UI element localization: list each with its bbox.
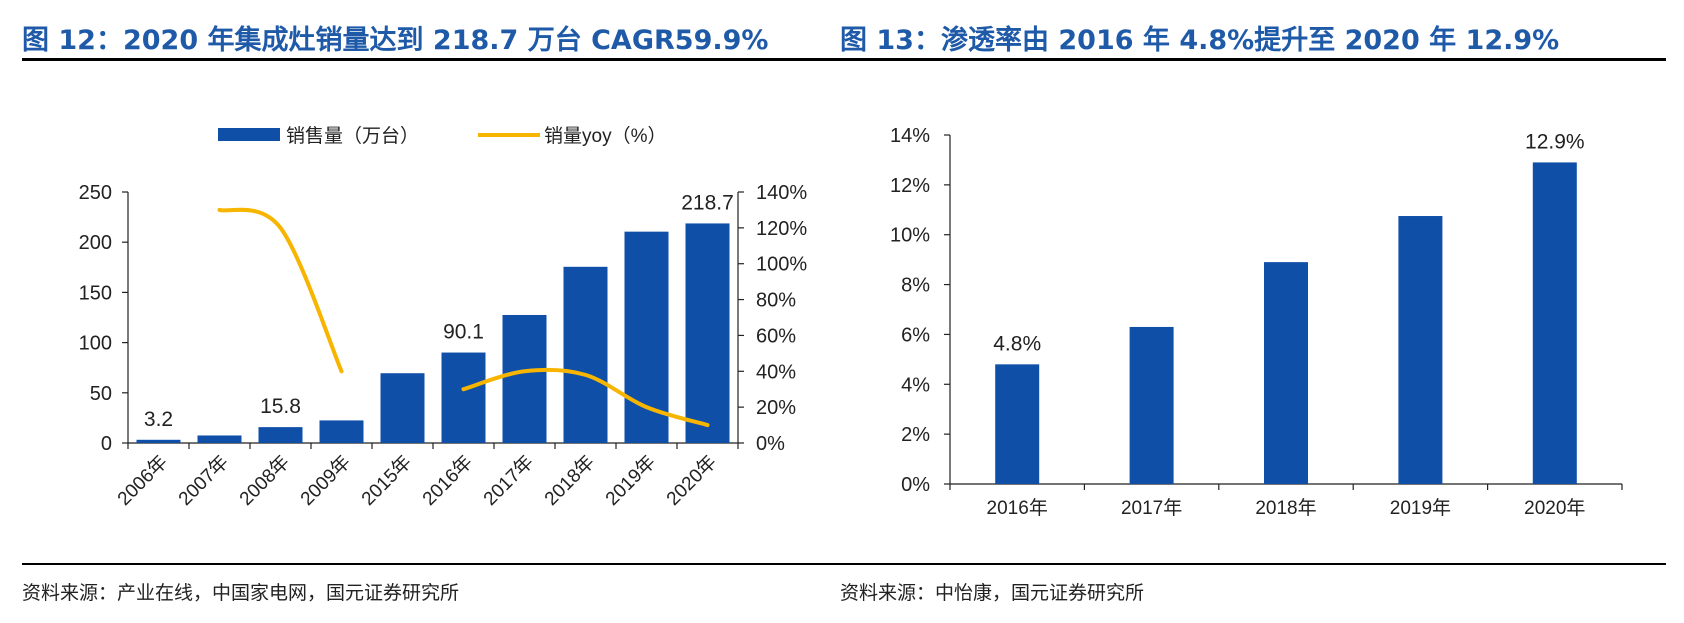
right-bar-data-label: 4.8% bbox=[993, 332, 1041, 355]
legend-bar-label: 销售量（万台） bbox=[286, 125, 419, 147]
right-bar-data-label: 12.9% bbox=[1525, 130, 1585, 153]
left-x-tick-label: 2008年 bbox=[235, 451, 294, 510]
right-y-tick-label: 60% bbox=[756, 325, 796, 347]
right-chart-y-tick-label: 2% bbox=[901, 424, 930, 446]
left-bar-2020年 bbox=[685, 223, 730, 443]
right-chart-x-tick-label: 2020年 bbox=[1524, 497, 1585, 519]
left-bar-data-label: 218.7 bbox=[681, 191, 734, 214]
right-chart-y-tick-label: 4% bbox=[901, 374, 930, 396]
legend-bar-swatch bbox=[218, 128, 280, 141]
left-x-tick-label: 2018年 bbox=[540, 451, 599, 510]
right-bar-2016年 bbox=[995, 364, 1040, 484]
left-y-tick-label: 100 bbox=[79, 333, 112, 355]
left-x-tick-label: 2019年 bbox=[601, 451, 660, 510]
right-y-tick-label: 40% bbox=[756, 361, 796, 383]
figure-12-source: 资料来源：产业在线，中国家电网，国元证券研究所 bbox=[22, 582, 460, 604]
left-bar-2015年 bbox=[380, 373, 425, 443]
left-x-tick-label: 2009年 bbox=[296, 451, 355, 510]
top-divider bbox=[22, 58, 1666, 61]
right-chart-y-tick-label: 0% bbox=[901, 474, 930, 496]
right-bar-2018年 bbox=[1264, 262, 1308, 484]
left-x-tick-label: 2017年 bbox=[479, 451, 538, 510]
bottom-divider bbox=[22, 563, 1666, 565]
right-chart-y-tick-label: 12% bbox=[890, 175, 930, 197]
figure-13-title: 图 13：渗透率由 2016 年 4.8%提升至 2020 年 12.9% bbox=[840, 25, 1560, 56]
figure-13-source: 资料来源：中怡康，国元证券研究所 bbox=[840, 582, 1145, 604]
figure-12-title: 图 12：2020 年集成灶销量达到 218.7 万台 CAGR59.9% bbox=[22, 25, 769, 56]
left-x-tick-label: 2006年 bbox=[113, 451, 172, 510]
left-bar-2009年 bbox=[319, 420, 364, 443]
left-x-tick-label: 2016年 bbox=[418, 451, 477, 510]
left-bar-2018年 bbox=[563, 266, 608, 443]
right-chart-x-tick-label: 2018年 bbox=[1255, 497, 1316, 519]
left-y-tick-label: 200 bbox=[79, 232, 112, 254]
right-chart-x-tick-label: 2019年 bbox=[1390, 497, 1451, 519]
yoy-line-segment-1 bbox=[217, 207, 344, 374]
left-y-tick-label: 150 bbox=[79, 282, 112, 304]
right-chart-y-tick-label: 8% bbox=[901, 275, 930, 297]
left-y-tick-label: 50 bbox=[90, 383, 112, 405]
right-chart-y-tick-label: 6% bbox=[901, 324, 930, 346]
right-y-tick-label: 140% bbox=[756, 182, 807, 204]
left-bar-2006年 bbox=[136, 439, 181, 443]
left-bar-2008年 bbox=[258, 427, 303, 443]
left-bar-2017年 bbox=[502, 314, 547, 443]
left-bar-2016年 bbox=[441, 352, 486, 443]
left-bar-data-label: 90.1 bbox=[443, 321, 484, 344]
left-x-tick-label: 2007年 bbox=[174, 451, 233, 510]
left-y-tick-label: 250 bbox=[79, 182, 112, 204]
left-x-tick-label: 2020年 bbox=[662, 451, 721, 510]
left-y-tick-label: 0 bbox=[101, 433, 112, 455]
left-bar-data-label: 15.8 bbox=[260, 395, 301, 418]
right-y-tick-label: 80% bbox=[756, 290, 796, 312]
right-bar-2017年 bbox=[1129, 326, 1174, 484]
left-x-tick-label: 2015年 bbox=[357, 451, 416, 510]
right-chart-x-tick-label: 2016年 bbox=[987, 497, 1048, 519]
right-y-tick-label: 100% bbox=[756, 254, 807, 276]
yoy-line-segment-2 bbox=[461, 367, 710, 428]
right-chart-y-tick-label: 14% bbox=[890, 125, 930, 147]
right-y-tick-label: 0% bbox=[756, 433, 785, 455]
right-chart-y-tick-label: 10% bbox=[890, 225, 930, 247]
right-y-tick-label: 120% bbox=[756, 218, 807, 240]
legend-line-label: 销量yoy（%） bbox=[544, 125, 666, 147]
right-y-tick-label: 20% bbox=[756, 397, 796, 419]
right-bar-2020年 bbox=[1532, 162, 1577, 484]
left-bar-data-label: 3.2 bbox=[144, 408, 173, 431]
left-bar-2007年 bbox=[197, 435, 242, 443]
right-bar-2019年 bbox=[1398, 216, 1443, 484]
right-chart-x-tick-label: 2017年 bbox=[1121, 497, 1182, 519]
